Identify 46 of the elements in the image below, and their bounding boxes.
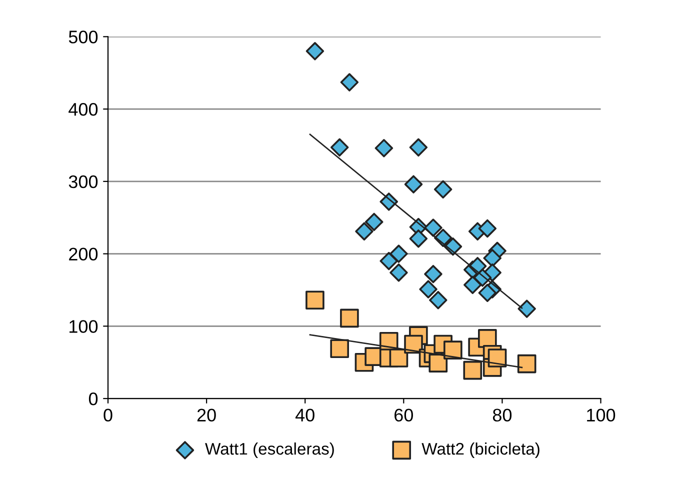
point	[444, 340, 462, 360]
point	[434, 180, 452, 198]
point	[374, 139, 394, 158]
point	[478, 219, 497, 238]
point	[330, 138, 349, 157]
point	[518, 300, 536, 318]
point	[463, 360, 482, 380]
point	[389, 348, 408, 368]
point	[409, 138, 428, 157]
y-tick-label: 500	[68, 30, 98, 44]
point	[409, 229, 428, 248]
point	[464, 276, 482, 294]
point	[340, 308, 359, 328]
point	[478, 329, 497, 348]
x-tick-label: 0	[104, 408, 112, 422]
point	[419, 280, 438, 298]
point	[428, 354, 448, 372]
x-tick-label: 80	[492, 408, 512, 422]
x-tick-label: 20	[197, 408, 216, 422]
point	[478, 284, 497, 302]
point	[364, 212, 384, 232]
y-tick-label: 100	[70, 320, 98, 333]
point	[330, 339, 350, 358]
point	[483, 249, 502, 268]
y-tick-label: 400	[68, 102, 98, 116]
point	[517, 354, 536, 374]
legend-label: Watt1 (escaleras)	[205, 442, 334, 458]
point	[429, 290, 448, 310]
x-tick-label: 100	[587, 408, 616, 422]
point	[424, 264, 442, 284]
point	[306, 290, 324, 310]
x-tick-label: 40	[295, 408, 314, 422]
point	[424, 218, 442, 237]
y-tick-label: 300	[68, 175, 98, 188]
point	[306, 42, 324, 60]
x-tick-label: 60	[394, 408, 413, 422]
y-tick-label: 200	[69, 248, 98, 261]
point	[390, 244, 408, 263]
y-tick-label: 0	[88, 392, 98, 406]
point	[380, 252, 398, 270]
point	[390, 263, 408, 282]
point	[404, 175, 423, 194]
point	[488, 348, 507, 368]
point	[340, 73, 359, 92]
legend-label: Watt2 (bicicleta)	[422, 442, 540, 458]
point	[355, 222, 374, 240]
